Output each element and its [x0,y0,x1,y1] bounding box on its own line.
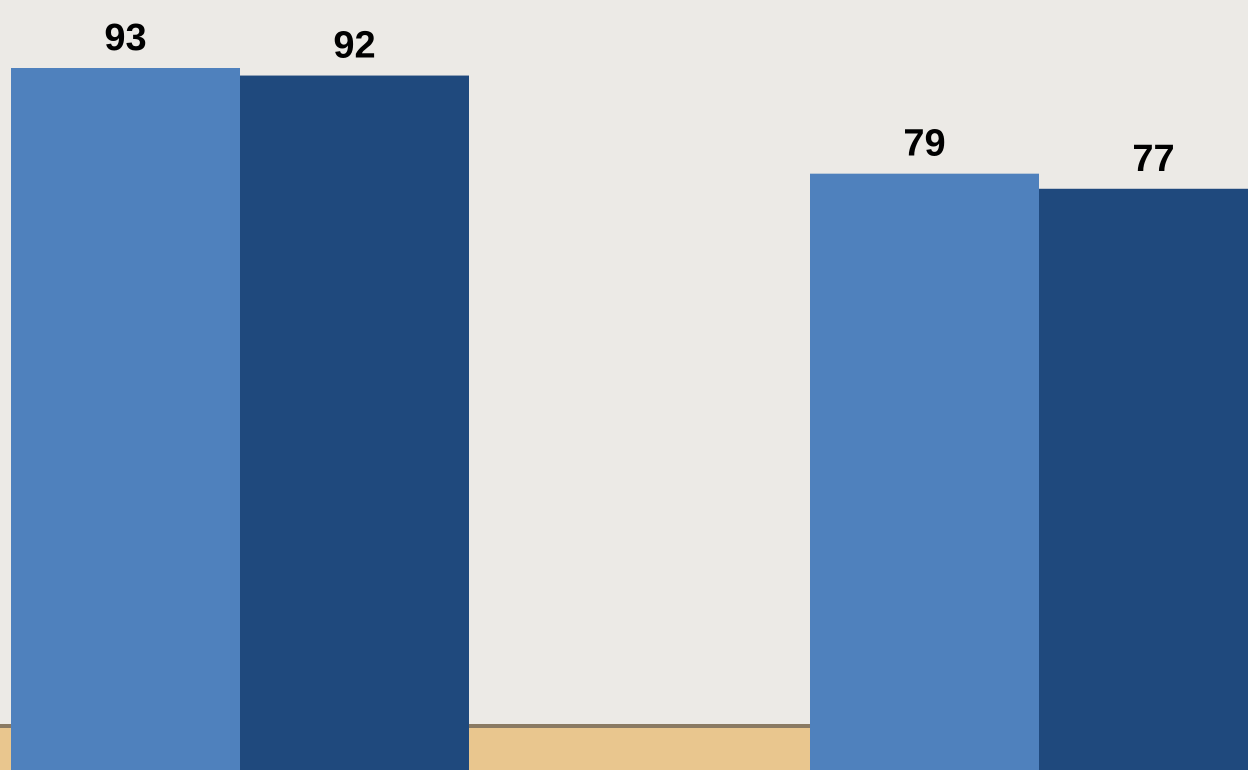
data-label-s1-c2: 79 [903,123,945,165]
bar-s2-c2 [1039,188,1248,770]
bar-s2-c1 [240,75,469,770]
value-labels-layer: 93 79 92 77 [104,17,1174,180]
bars-layer [11,68,1248,770]
data-label-s2-c1: 92 [333,25,375,67]
bar-s1-c1 [11,68,240,770]
floor-edge-line [0,724,1248,728]
bar-s1-c2 [810,173,1039,770]
data-label-s2-c2: 77 [1132,138,1174,180]
data-label-s1-c1: 93 [104,17,146,59]
